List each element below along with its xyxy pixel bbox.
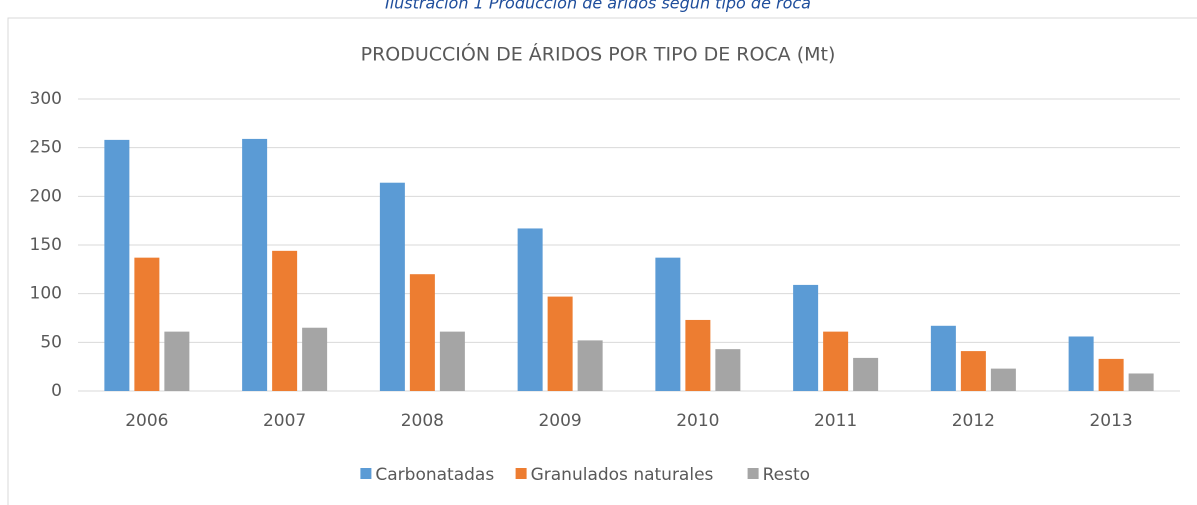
bar (1068, 336, 1094, 391)
bar (685, 319, 711, 391)
bar (439, 331, 465, 391)
x-tick-label: 2013 (1089, 411, 1132, 431)
bar (1098, 358, 1124, 391)
x-tick-label: 2012 (952, 411, 995, 431)
bar (960, 351, 986, 391)
y-tick-label: 250 (30, 138, 62, 158)
bar (715, 349, 741, 391)
y-tick-label: 100 (30, 284, 62, 304)
x-tick-label: 2006 (125, 411, 168, 431)
bar (379, 182, 405, 391)
bar (577, 340, 603, 391)
legend-swatch (747, 468, 759, 479)
x-tick-label: 2009 (538, 411, 581, 431)
bar (242, 138, 268, 391)
bar (793, 284, 819, 391)
x-tick-label: 2010 (676, 411, 719, 431)
bar (990, 368, 1016, 391)
chart-title: PRODUCCIÓN DE ÁRIDOS POR TIPO DE ROCA (M… (361, 42, 836, 66)
bar (823, 331, 849, 391)
y-tick-label: 300 (30, 89, 62, 109)
caption: Ilustración 1 Producción de áridos según… (385, 0, 811, 13)
legend-swatch (515, 468, 527, 479)
y-tick-label: 50 (40, 332, 62, 352)
bar (853, 357, 879, 391)
legend-label: Granulados naturales (531, 465, 714, 485)
x-tick-label: 2011 (814, 411, 857, 431)
y-tick-label: 150 (30, 235, 62, 255)
bar (930, 325, 956, 391)
bar (409, 274, 435, 391)
bar (302, 327, 328, 391)
bar (655, 257, 681, 391)
bar (164, 331, 190, 391)
x-tick-label: 2008 (401, 411, 444, 431)
legend-label: Resto (763, 465, 810, 485)
legend-swatch (360, 468, 372, 479)
y-tick-label: 0 (51, 381, 62, 401)
chart-border (7, 17, 1197, 505)
bar (104, 139, 130, 391)
legend-label: Carbonatadas (375, 465, 494, 485)
bar (1128, 373, 1154, 391)
bar (134, 257, 160, 391)
bar (547, 296, 573, 391)
y-tick-label: 200 (30, 186, 62, 206)
x-tick-label: 2007 (263, 411, 306, 431)
bar (517, 228, 543, 391)
bar (272, 250, 298, 391)
